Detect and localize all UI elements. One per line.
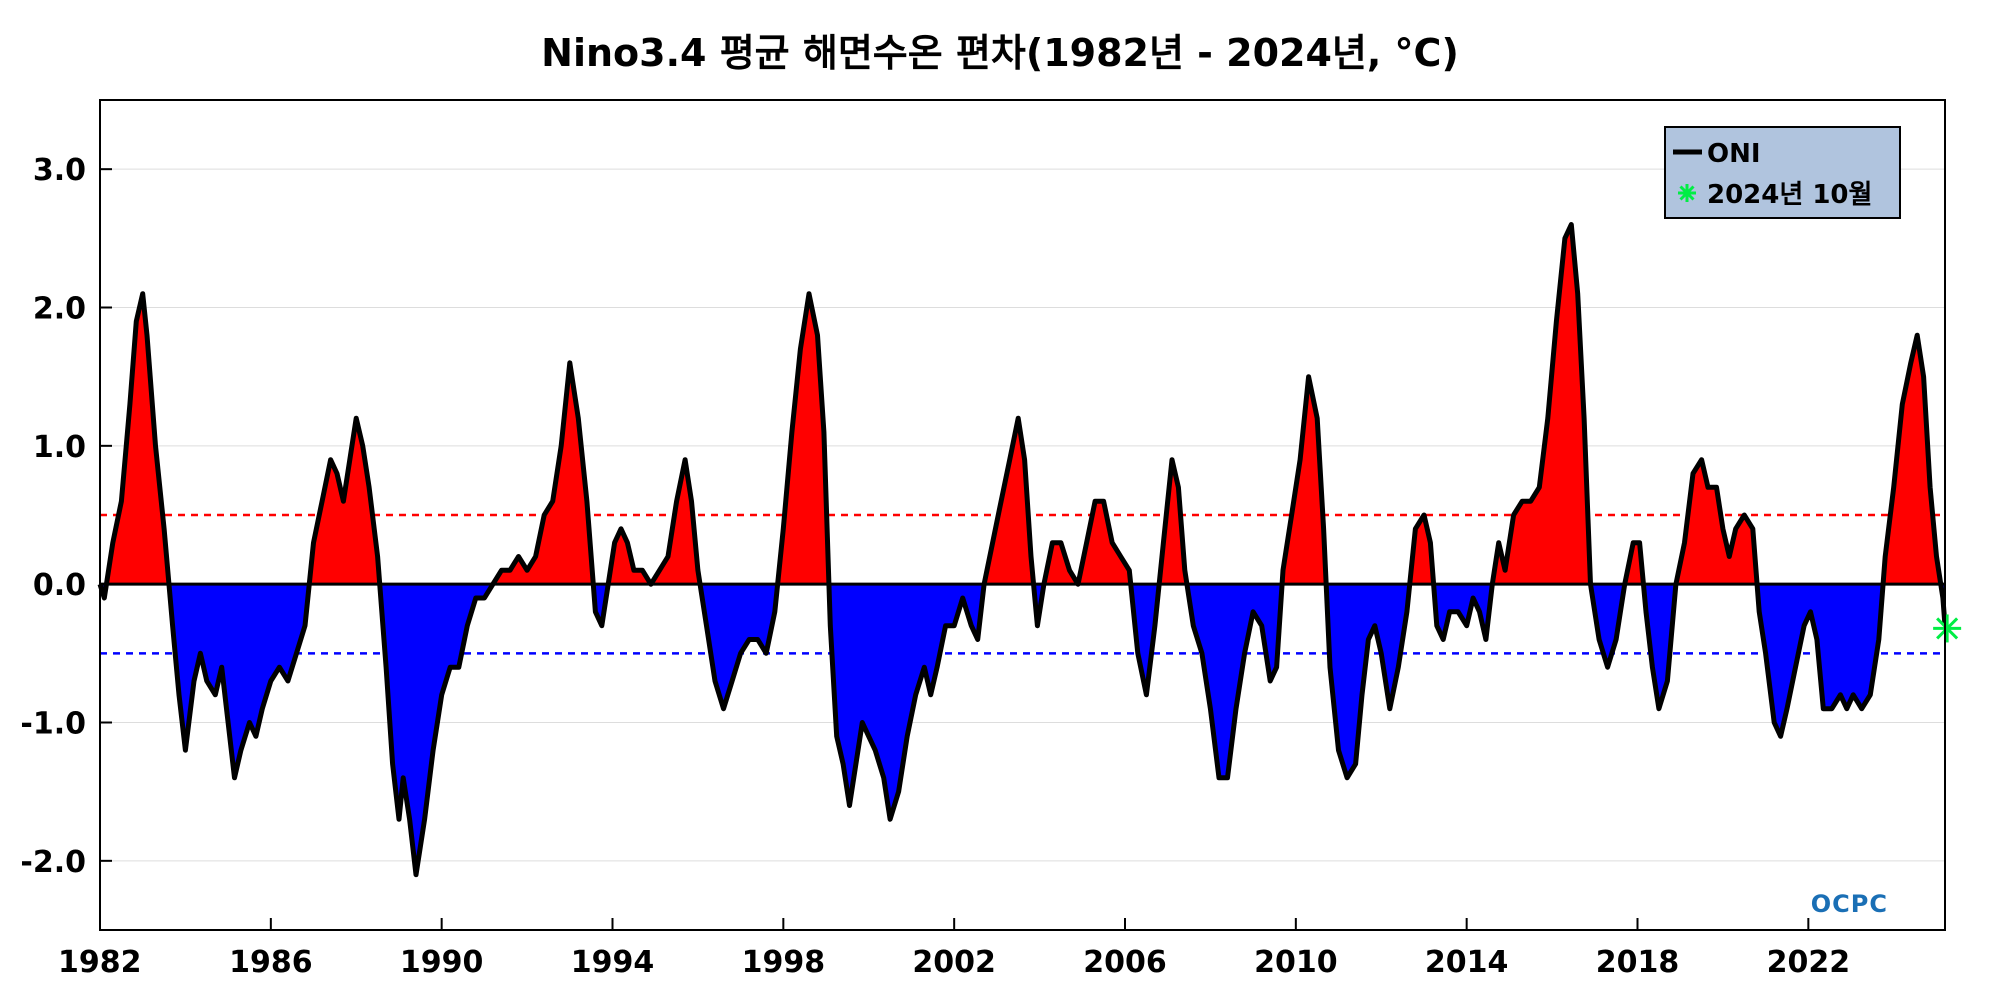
x-tick-label: 2014	[1425, 945, 1509, 980]
legend: ONI 2024년 10월	[1664, 126, 1901, 219]
y-tick-label: 1.0	[33, 430, 86, 465]
x-tick-label: 1982	[58, 945, 142, 980]
x-axis-ticks: 1982 1986 1990 1994 1998 2002 2006 2010 2014 2018…	[58, 918, 1850, 980]
marker-star	[1933, 614, 1962, 643]
y-tick-label: 3.0	[33, 153, 86, 188]
legend-marker-swatch	[1678, 184, 1696, 202]
y-tick-label: 2.0	[33, 292, 86, 327]
x-tick-label: 1986	[229, 945, 313, 980]
y-tick-label: 0.0	[33, 568, 86, 603]
oni-line	[97, 222, 1948, 878]
x-tick-label: 2006	[1083, 945, 1167, 980]
legend-label-oni: ONI	[1707, 139, 1761, 169]
y-tick-label: -2.0	[20, 845, 86, 880]
x-tick-label: 2022	[1767, 945, 1851, 980]
x-tick-label: 1998	[742, 945, 826, 980]
latest-marker	[1933, 614, 1962, 643]
x-tick-label: 2002	[912, 945, 996, 980]
x-tick-label: 2018	[1596, 945, 1680, 980]
chart-title: Nino3.4 평균 해면수온 편차(1982년 - 2024년, °C)	[541, 31, 1459, 75]
x-tick-label: 2010	[1254, 945, 1338, 980]
x-tick-label: 1990	[400, 945, 484, 980]
y-axis-ticks: -2.0 -1.0 0.0 1.0 2.0 3.0	[20, 153, 112, 880]
ocpc-logo: OCPC	[1811, 890, 1888, 918]
oni-series	[97, 222, 1948, 878]
marker-stroke	[1936, 617, 1959, 640]
plot-frame	[99, 99, 1946, 931]
threshold-lines	[100, 513, 1945, 655]
legend-label-marker: 2024년 10월	[1707, 180, 1872, 210]
legend-box	[1664, 126, 1901, 219]
positive-anomaly-area	[106, 224, 1941, 585]
y-tick-label: -1.0	[20, 707, 86, 742]
x-tick-label: 1994	[571, 945, 655, 980]
